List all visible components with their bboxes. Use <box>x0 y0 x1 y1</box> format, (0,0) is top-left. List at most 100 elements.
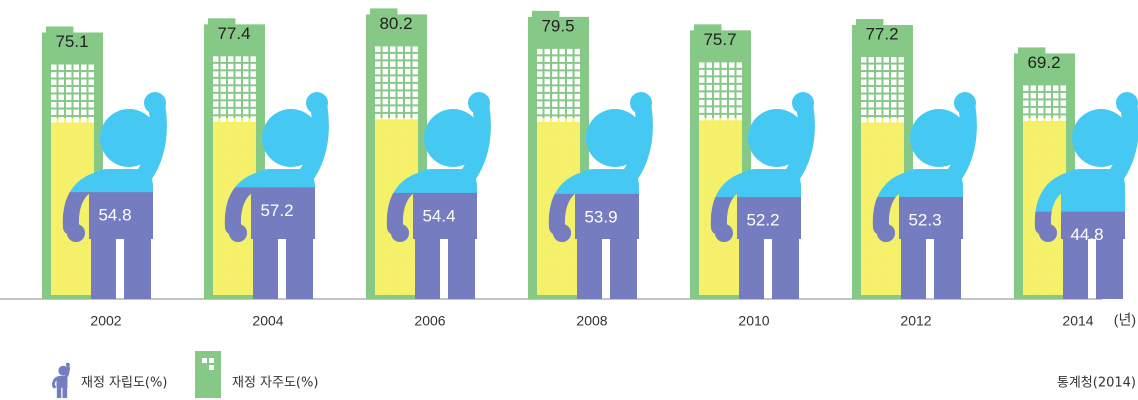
window <box>575 139 581 145</box>
window <box>575 124 581 130</box>
figure-hand <box>1039 224 1057 242</box>
chart: (년) 통계청(2014) 75.154.8200277.457.2200480… <box>0 0 1138 400</box>
window <box>383 144 389 150</box>
window <box>537 221 543 227</box>
window <box>729 70 735 76</box>
window <box>707 235 713 241</box>
window <box>869 95 875 101</box>
window <box>213 206 219 212</box>
window <box>243 116 249 122</box>
window <box>707 115 713 121</box>
window <box>383 286 389 292</box>
window <box>398 69 404 75</box>
window <box>722 77 728 83</box>
legend-window <box>209 365 214 370</box>
window <box>722 62 728 67</box>
window <box>869 125 875 131</box>
window <box>251 154 257 160</box>
window <box>59 147 65 153</box>
window <box>729 152 735 158</box>
window <box>251 86 257 92</box>
window <box>383 166 389 172</box>
window <box>398 54 404 60</box>
window <box>876 155 882 161</box>
window <box>1046 243 1052 249</box>
window <box>575 146 581 152</box>
legend-window <box>202 358 207 363</box>
window <box>737 145 743 151</box>
window <box>1023 205 1029 211</box>
window <box>567 64 573 69</box>
window <box>575 161 581 167</box>
window <box>714 287 720 293</box>
window <box>884 147 890 153</box>
window <box>1061 153 1067 159</box>
window <box>236 176 242 182</box>
window <box>869 230 875 236</box>
window <box>722 257 728 263</box>
window <box>81 162 87 168</box>
window <box>213 199 219 205</box>
window <box>707 167 713 173</box>
window <box>722 122 728 128</box>
window <box>51 214 57 220</box>
window <box>552 94 558 100</box>
window <box>560 94 566 100</box>
window <box>228 86 234 92</box>
window <box>899 87 905 93</box>
window <box>552 169 558 175</box>
window <box>383 106 389 112</box>
window <box>228 101 234 107</box>
window <box>545 229 551 235</box>
window <box>74 94 80 100</box>
window <box>1031 198 1037 204</box>
window <box>59 252 65 257</box>
window <box>884 65 890 71</box>
window <box>390 99 396 105</box>
window <box>1053 213 1059 219</box>
window <box>243 101 249 107</box>
window <box>699 115 705 121</box>
window <box>1031 153 1037 159</box>
window <box>228 64 234 69</box>
legend-label: 재정 자립도(%) <box>81 376 167 391</box>
window <box>228 56 234 62</box>
window <box>398 271 404 277</box>
window <box>1053 205 1059 211</box>
window <box>251 64 257 69</box>
window <box>699 212 705 218</box>
window <box>89 162 95 168</box>
window <box>413 61 419 66</box>
window <box>861 192 867 198</box>
window <box>221 131 227 137</box>
window <box>243 259 249 265</box>
window <box>1053 93 1059 99</box>
window <box>413 159 419 165</box>
window <box>375 196 381 202</box>
window <box>405 256 411 262</box>
figure-hand <box>67 224 85 242</box>
window <box>714 137 720 143</box>
window <box>1031 100 1037 106</box>
window <box>81 124 87 130</box>
window <box>560 131 566 137</box>
window <box>575 131 581 137</box>
window <box>59 124 65 130</box>
window <box>251 146 257 152</box>
window <box>737 137 743 143</box>
window <box>405 151 411 157</box>
window <box>375 234 381 240</box>
window <box>51 147 57 153</box>
window <box>405 249 411 255</box>
window <box>722 145 728 151</box>
window <box>567 94 573 100</box>
window <box>74 289 80 295</box>
window <box>861 140 867 146</box>
window <box>729 145 735 151</box>
window <box>221 206 227 212</box>
window <box>375 129 381 135</box>
figure-hand <box>877 224 895 242</box>
window <box>737 100 743 106</box>
window <box>876 132 882 138</box>
window <box>383 121 389 127</box>
